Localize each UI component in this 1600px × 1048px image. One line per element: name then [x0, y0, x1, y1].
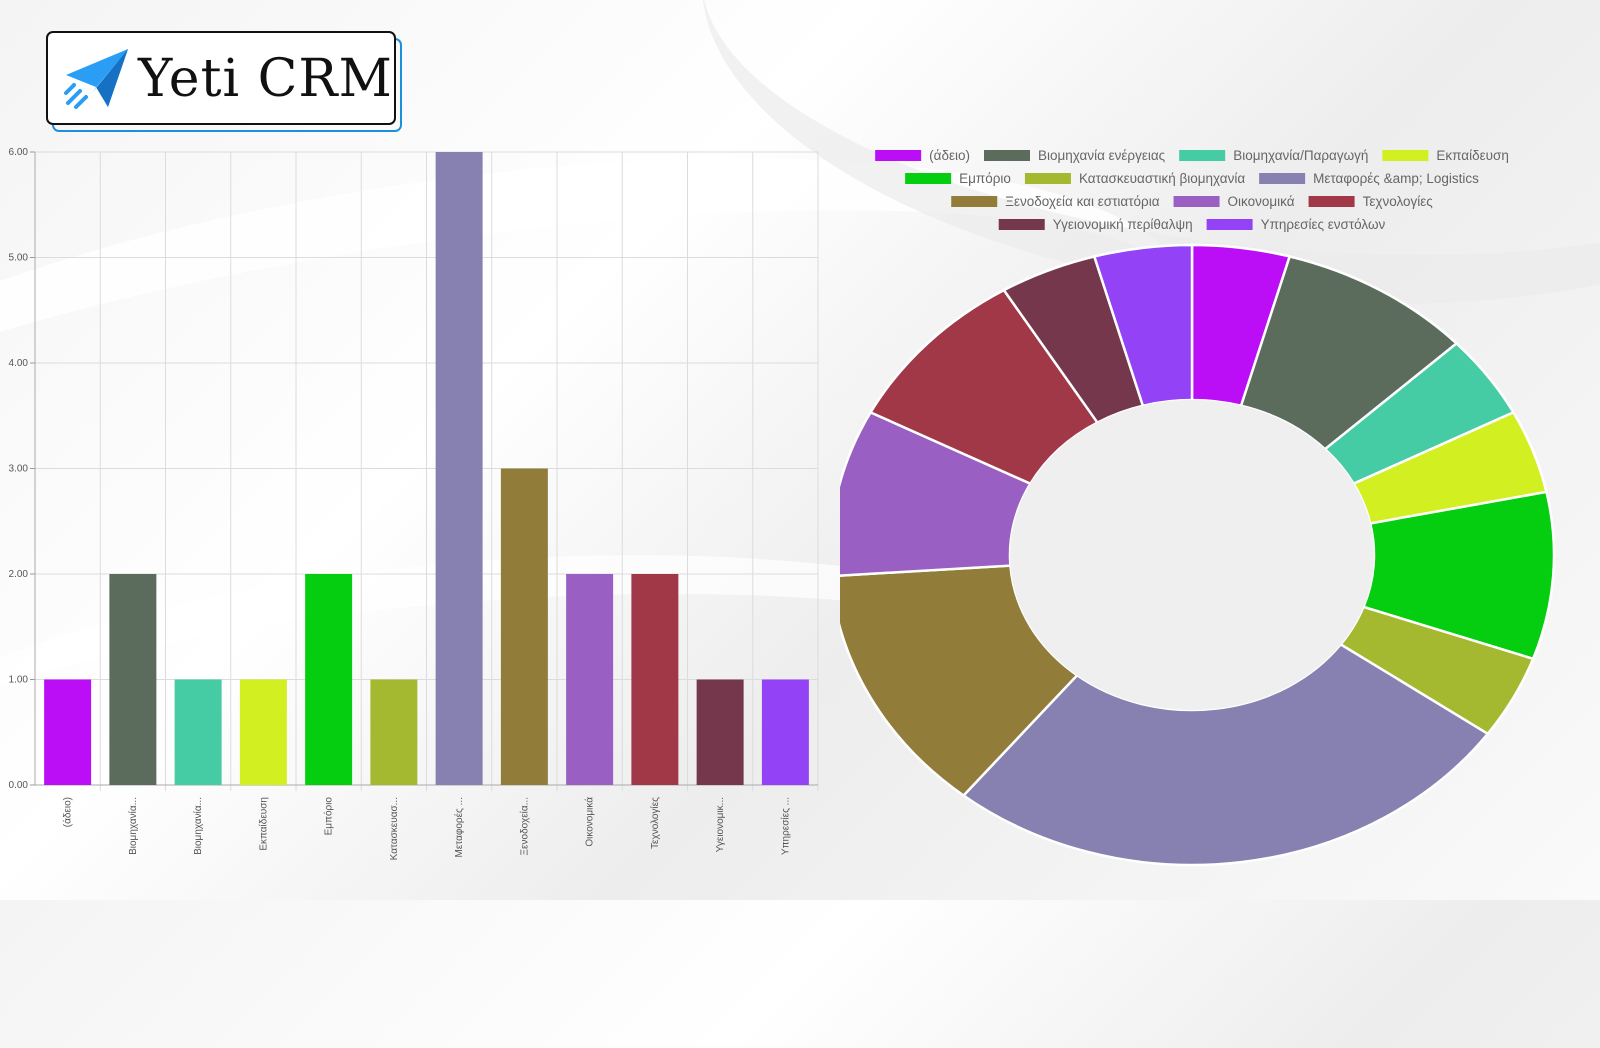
legend-swatch [1173, 196, 1220, 207]
legend-label: Εμπόριο [959, 171, 1011, 186]
y-tick-label: 1.00 [9, 675, 29, 686]
legend-item[interactable]: Βιομηχανία ενέργειας [984, 148, 1166, 163]
bar[interactable] [761, 679, 809, 786]
legend-item[interactable]: Εκπαίδευση [1382, 148, 1509, 163]
y-tick-label: 5.00 [9, 253, 29, 264]
x-tick-label: Οικονομικά [584, 797, 596, 847]
brand-logo: Yeti CRM [46, 31, 402, 132]
y-tick-label: 6.00 [9, 147, 29, 158]
paper-plane-icon [64, 49, 128, 109]
x-tick-label: Υπηρεσίες ... [779, 797, 791, 855]
bar[interactable] [44, 679, 92, 786]
legend-swatch [875, 150, 922, 161]
legend-label: Υγειονομική περίθαλψη [1053, 217, 1193, 232]
legend-item[interactable]: Υπηρεσίες ενστόλων [1206, 217, 1386, 232]
legend: (άδειο) Βιομηχανία ενέργειας Βιομηχανία/Πα… [875, 148, 1509, 232]
bar[interactable] [435, 152, 483, 785]
bar-plot-area: 0.00 1.00 2.00 3.00 4.00 5.00 6.00 (άδειο) Βιομη… [9, 147, 819, 860]
bar[interactable] [109, 574, 157, 785]
legend-swatch [1382, 150, 1429, 161]
legend-label: Βιομηχανία ενέργειας [1038, 148, 1166, 163]
legend-item[interactable]: Υγειονομική περίθαλψη [998, 217, 1193, 232]
bar[interactable] [239, 679, 287, 786]
bar[interactable] [566, 574, 614, 785]
logo-text: Yeti CRM [138, 49, 393, 109]
bar[interactable] [305, 574, 353, 785]
legend-label: Εκπαίδευση [1436, 148, 1508, 163]
bar[interactable] [370, 679, 418, 786]
y-tick-label: 3.00 [9, 464, 29, 475]
legend-label: Υπηρεσίες ενστόλων [1261, 217, 1386, 232]
legend-label: Οικονομικά [1228, 194, 1295, 209]
x-tick-label: Βιομηχανία... [127, 797, 139, 855]
legend-label: Βιομηχανία/Παραγωγή [1233, 148, 1368, 163]
legend-label: Τεχνολογίες [1363, 194, 1434, 209]
bar[interactable] [174, 679, 222, 786]
doughnut-chart: (άδειο) Βιομηχανία ενέργειας Βιομηχανία/Πα… [840, 148, 1556, 867]
legend-swatch [951, 196, 998, 207]
legend-item[interactable]: (άδειο) [875, 148, 970, 163]
x-tick-label: Ξενοδοχεία... [518, 797, 530, 855]
legend-swatch [905, 173, 952, 184]
legend-item[interactable]: Τεχνολογίες [1308, 194, 1434, 209]
doughnut-slices [840, 243, 1556, 867]
legend-swatch [1308, 196, 1355, 207]
legend-item[interactable]: Κατασκευαστική βιομηχανία [1024, 171, 1245, 186]
y-tick-label: 2.00 [9, 569, 29, 580]
legend-label: Μεταφορές &amp; Logistics [1313, 171, 1479, 186]
x-tick-label: Μεταφορές ... [453, 797, 465, 858]
legend-item[interactable]: Μεταφορές &amp; Logistics [1259, 171, 1479, 186]
legend-swatch [1179, 150, 1226, 161]
bar[interactable] [631, 574, 679, 785]
legend-swatch [1024, 173, 1071, 184]
bar[interactable] [500, 468, 548, 786]
legend-label: Ξενοδοχεία και εστιατόρια [1005, 194, 1160, 209]
x-tick-label: Εμπόριο [323, 797, 335, 836]
legend-label: Κατασκευαστική βιομηχανία [1079, 171, 1245, 186]
legend-swatch [1259, 173, 1306, 184]
y-tick-label: 0.00 [9, 780, 29, 791]
legend-item[interactable]: Ξενοδοχεία και εστιατόρια [951, 194, 1160, 209]
x-tick-label: Εκπαίδευση [257, 797, 269, 851]
y-tick-label: 4.00 [9, 358, 29, 369]
x-tick-label: Κατασκευασ... [389, 797, 400, 860]
legend-item[interactable]: Βιομηχανία/Παραγωγή [1179, 148, 1368, 163]
logo-frame-inner: Yeti CRM [46, 31, 396, 125]
legend-swatch [1206, 219, 1253, 230]
doughnut-hole [1010, 400, 1374, 710]
legend-label: (άδειο) [929, 148, 970, 163]
x-tick-label: Τεχνολογίες [649, 797, 661, 849]
legend-item[interactable]: Εμπόριο [905, 171, 1011, 186]
x-tick-label: Υγειονομικ... [715, 797, 726, 852]
legend-swatch [998, 219, 1045, 230]
x-tick-label: Βιομηχανία... [192, 797, 204, 855]
legend-swatch [984, 150, 1030, 161]
legend-item[interactable]: Οικονομικά [1173, 194, 1295, 209]
bar[interactable] [696, 679, 744, 786]
x-tick-label: (άδειο) [62, 797, 74, 827]
bar-chart: 0.00 1.00 2.00 3.00 4.00 5.00 6.00 (άδειο) Βιομη… [9, 147, 819, 860]
